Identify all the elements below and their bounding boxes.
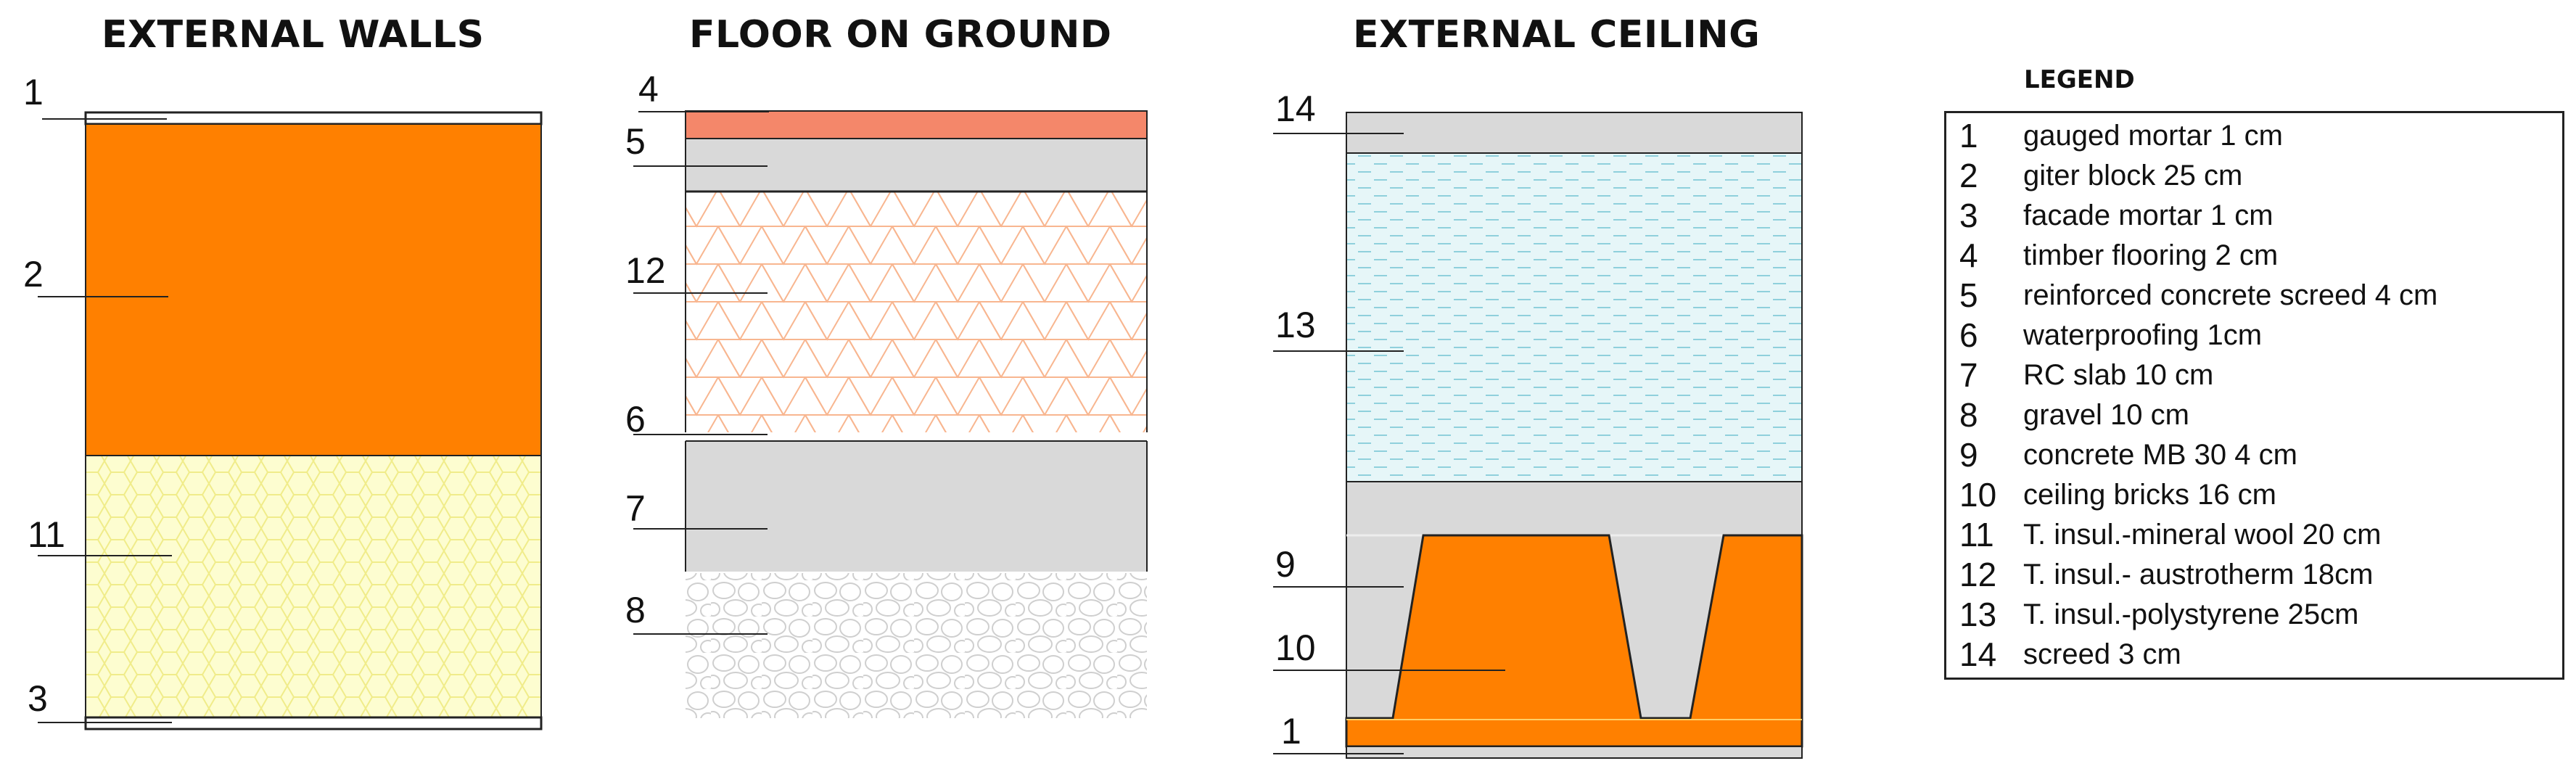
legend-item-number: 6 bbox=[1959, 316, 1978, 354]
leader-line bbox=[1273, 133, 1404, 134]
section-title-external-walls: EXTERNAL WALLS bbox=[102, 13, 485, 57]
legend-item-number: 7 bbox=[1959, 356, 1978, 394]
layer-label: 10 bbox=[1275, 627, 1316, 668]
leader-line bbox=[638, 111, 769, 112]
legend-item-text: giter block 25 cm bbox=[2023, 160, 2243, 192]
layer-label: 6 bbox=[625, 399, 646, 440]
layer-label: 7 bbox=[625, 488, 646, 529]
layer-label: 5 bbox=[625, 121, 646, 162]
layer-label: 4 bbox=[638, 69, 659, 110]
leader-line bbox=[633, 633, 768, 635]
legend-item-text: timber flooring 2 cm bbox=[2023, 239, 2279, 271]
leader-line bbox=[1273, 350, 1404, 352]
leader-line bbox=[633, 292, 768, 294]
external-ceiling-section bbox=[1345, 112, 1803, 759]
layer-label: 12 bbox=[625, 250, 666, 291]
layer-label: 3 bbox=[28, 678, 48, 719]
section-title-floor-on-ground: FLOOR ON GROUND bbox=[689, 13, 1112, 57]
legend-item-number: 12 bbox=[1959, 556, 1997, 593]
leader-line bbox=[1273, 753, 1404, 754]
section-title-external-ceiling: EXTERNAL CEILING bbox=[1353, 13, 1761, 57]
legend-item-text: gravel 10 cm bbox=[2023, 399, 2189, 431]
legend-item-text: gauged mortar 1 cm bbox=[2023, 120, 2283, 152]
layer-timber-flooring bbox=[685, 110, 1148, 139]
legend-item-text: T. insul.- austrotherm 18cm bbox=[2023, 559, 2374, 590]
leader-line bbox=[633, 528, 768, 530]
legend-item-text: facade mortar 1 cm bbox=[2023, 199, 2273, 231]
layer-gravel bbox=[686, 573, 1147, 718]
layer-label: 1 bbox=[23, 72, 44, 112]
legend-item-text: reinforced concrete screed 4 cm bbox=[2023, 279, 2438, 311]
legend-item-text: T. insul.-polystyrene 25cm bbox=[2023, 598, 2359, 630]
legend-item-text: concrete MB 30 4 cm bbox=[2023, 439, 2297, 471]
leader-line bbox=[1273, 586, 1404, 588]
layer-gauged-mortar-ceiling bbox=[1346, 746, 1803, 759]
layer-concrete-screed bbox=[685, 138, 1148, 192]
layer-rc-slab bbox=[686, 441, 1147, 572]
legend-box: 1 gauged mortar 1 cm 2 giter block 25 cm 3… bbox=[1944, 111, 2564, 680]
layer-label: 1 bbox=[1281, 711, 1301, 752]
legend-item-number: 14 bbox=[1959, 635, 1997, 673]
legend-item-number: 5 bbox=[1959, 276, 1978, 314]
layer-label: 2 bbox=[23, 254, 44, 295]
legend-item-text: RC slab 10 cm bbox=[2023, 359, 2214, 391]
layer-label: 9 bbox=[1275, 544, 1296, 585]
legend-item-number: 10 bbox=[1959, 476, 1997, 514]
legend-item-number: 3 bbox=[1959, 197, 1978, 234]
legend-item-text: ceiling bricks 16 cm bbox=[2023, 479, 2277, 511]
legend-item-number: 2 bbox=[1959, 157, 1978, 194]
leader-line bbox=[38, 722, 172, 723]
legend-title: LEGEND bbox=[2024, 65, 2135, 94]
leader-line bbox=[633, 165, 768, 167]
legend-item-number: 1 bbox=[1959, 117, 1978, 155]
leader-line bbox=[1273, 670, 1505, 671]
leader-line bbox=[38, 296, 168, 297]
layer-label: 11 bbox=[28, 514, 65, 555]
legend-item-number: 9 bbox=[1959, 436, 1978, 474]
leader-line bbox=[38, 555, 172, 556]
legend-item-number: 13 bbox=[1959, 596, 1997, 633]
leader-line bbox=[42, 118, 167, 120]
layer-label: 13 bbox=[1275, 305, 1316, 345]
legend-item-number: 4 bbox=[1959, 236, 1978, 274]
legend-item-text: T. insul.-mineral wool 20 cm bbox=[2023, 519, 2382, 551]
external-walls-section bbox=[84, 111, 543, 730]
leader-line bbox=[633, 434, 768, 435]
layer-label: 8 bbox=[625, 590, 646, 630]
layer-facade-mortar bbox=[84, 716, 543, 730]
layer-screed bbox=[1346, 112, 1803, 154]
layer-giter-block bbox=[85, 123, 542, 456]
floor-on-ground-section bbox=[685, 110, 1148, 718]
legend-item-text: waterproofing 1cm bbox=[2023, 319, 2263, 351]
legend-item-number: 11 bbox=[1959, 516, 1994, 553]
legend-item-number: 8 bbox=[1959, 396, 1978, 434]
legend-item-text: screed 3 cm bbox=[2023, 638, 2181, 670]
layer-label: 14 bbox=[1275, 88, 1316, 129]
